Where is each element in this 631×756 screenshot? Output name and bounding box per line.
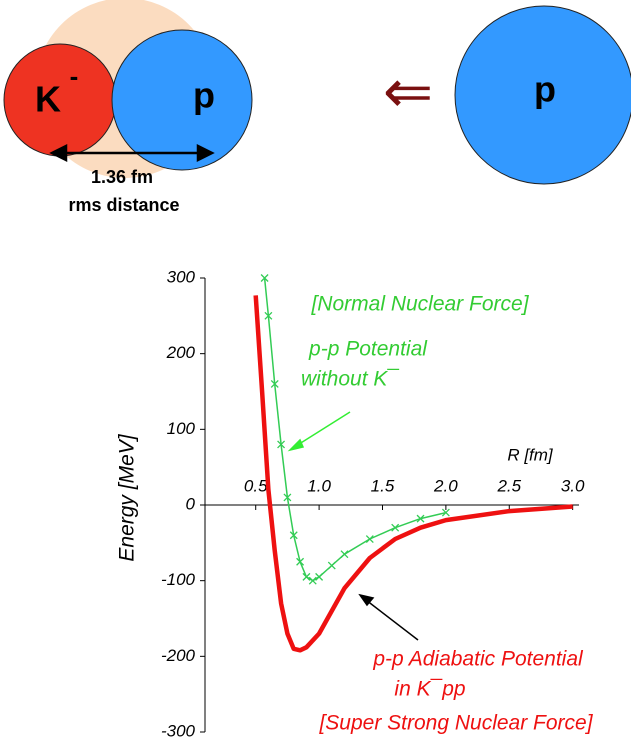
y-tick-label: 300 xyxy=(167,267,196,286)
y-tick-label: -300 xyxy=(161,721,196,740)
marker xyxy=(441,508,450,517)
y-axis-label: Energy [MeV] xyxy=(116,433,139,561)
marker xyxy=(289,531,298,540)
x-tick-label: 2.5 xyxy=(496,476,521,495)
distance-note: rms distance xyxy=(68,195,179,215)
annotation: [Normal Nuclear Force] xyxy=(310,293,529,316)
marker xyxy=(296,557,305,566)
x-axis-label: R [fm] xyxy=(507,445,554,464)
y-tick-label: 0 xyxy=(186,494,196,513)
marker xyxy=(327,561,336,570)
pointer xyxy=(287,411,351,452)
annotation: p-p Adiabatic Potential xyxy=(372,648,584,671)
proton-label: p xyxy=(193,75,215,116)
annotation: [Super Strong Nuclear Force] xyxy=(318,712,593,735)
marker xyxy=(264,311,273,320)
x-tick-label: 1.5 xyxy=(371,476,395,495)
annotation: without K¯ xyxy=(301,368,399,391)
marker xyxy=(302,572,311,581)
marker xyxy=(391,523,400,532)
y-tick-label: -200 xyxy=(161,646,196,665)
marker xyxy=(308,576,317,585)
marker xyxy=(277,440,286,449)
kaon-charge: - xyxy=(70,61,79,91)
marker xyxy=(283,493,292,502)
y-tick-label: -100 xyxy=(161,570,196,589)
x-tick-label: 2.0 xyxy=(433,476,458,495)
marker xyxy=(270,379,279,388)
y-tick-label: 100 xyxy=(167,419,196,438)
distance-arrow xyxy=(49,143,215,163)
annotation: p-p Potential xyxy=(308,338,428,361)
arrow: ⇐ xyxy=(383,58,433,125)
marker xyxy=(340,550,349,559)
kaon-label: K xyxy=(35,79,61,120)
marker xyxy=(365,535,374,544)
distance: 1.36 fm xyxy=(91,167,153,187)
y-tick-label: 200 xyxy=(166,343,196,362)
proton xyxy=(454,5,631,185)
marker xyxy=(416,514,425,523)
pointer xyxy=(358,593,419,641)
x-tick-label: 3.0 xyxy=(561,476,585,495)
marker xyxy=(315,572,324,581)
proton-label: p xyxy=(534,69,556,110)
annotation: in K¯pp xyxy=(394,678,465,701)
x-tick-label: 0.5 xyxy=(244,476,268,495)
marker xyxy=(260,274,269,282)
x-tick-label: 1.0 xyxy=(307,476,331,495)
proton xyxy=(111,29,253,171)
series-line xyxy=(253,295,573,653)
series-line xyxy=(263,277,447,582)
